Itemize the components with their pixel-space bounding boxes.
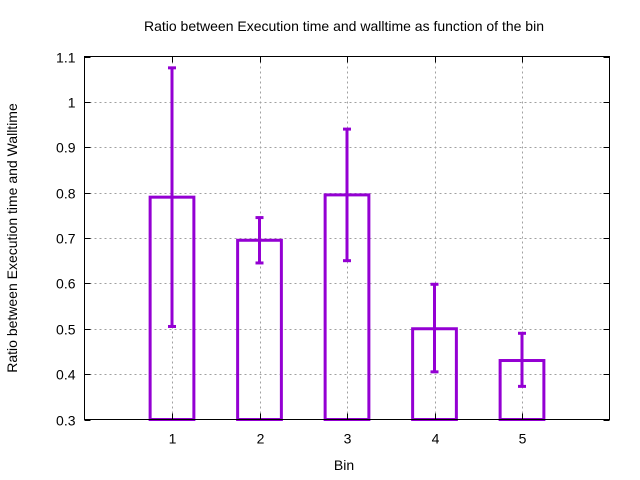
x-tick-label: 3 [344, 431, 352, 447]
y-tick-label: 0.5 [56, 322, 76, 338]
x-tick-label: 4 [432, 431, 440, 447]
x-tick-label: 5 [519, 431, 527, 447]
y-tick-label: 1 [68, 95, 76, 111]
x-tick-label: 2 [257, 431, 265, 447]
x-axis-label: Bin [334, 457, 354, 473]
y-axis-label: Ratio between Execution time and Walltim… [4, 103, 20, 373]
x-tick-label: 1 [169, 431, 177, 447]
y-tick-label: 0.6 [56, 276, 76, 292]
y-tick-label: 0.4 [56, 367, 76, 383]
error-bars [168, 66, 526, 388]
y-tick-label: 0.8 [56, 186, 76, 202]
chart-title: Ratio between Execution time and walltim… [144, 18, 544, 34]
y-tick-label: 0.3 [56, 413, 76, 429]
y-tick-label: 1.1 [56, 50, 76, 66]
y-tick-label: 0.9 [56, 140, 76, 156]
ticks: 0.3 0.4 0.5 0.6 0.7 0.8 0.9 1 1.1 1 2 3 4 5 [56, 50, 610, 447]
y-tick-label: 0.7 [56, 231, 76, 247]
